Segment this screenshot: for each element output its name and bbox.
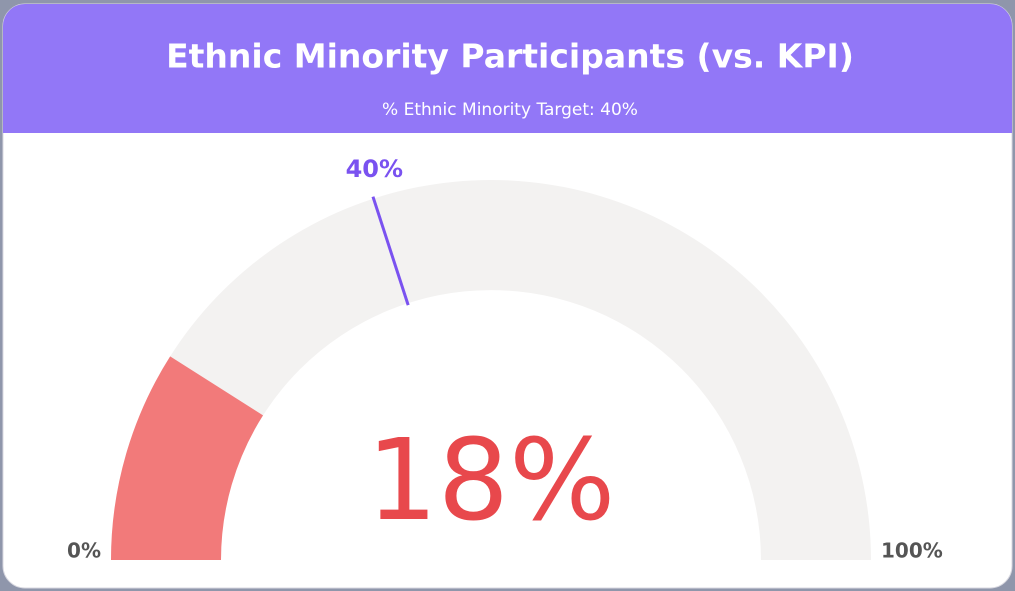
chart-title: Ethnic Minority Participants (vs. KPI) <box>166 37 854 76</box>
gauge-value <box>111 356 264 560</box>
chart-subtitle: % Ethnic Minority Target: 40% <box>382 100 638 120</box>
value-label: 18% <box>367 416 616 546</box>
header <box>3 4 1012 133</box>
tick-label: 100% <box>881 539 943 563</box>
gauge-track <box>111 180 871 560</box>
tick-label: 0% <box>67 539 101 563</box>
target-label: 40% <box>346 155 403 183</box>
target-line <box>371 196 410 306</box>
